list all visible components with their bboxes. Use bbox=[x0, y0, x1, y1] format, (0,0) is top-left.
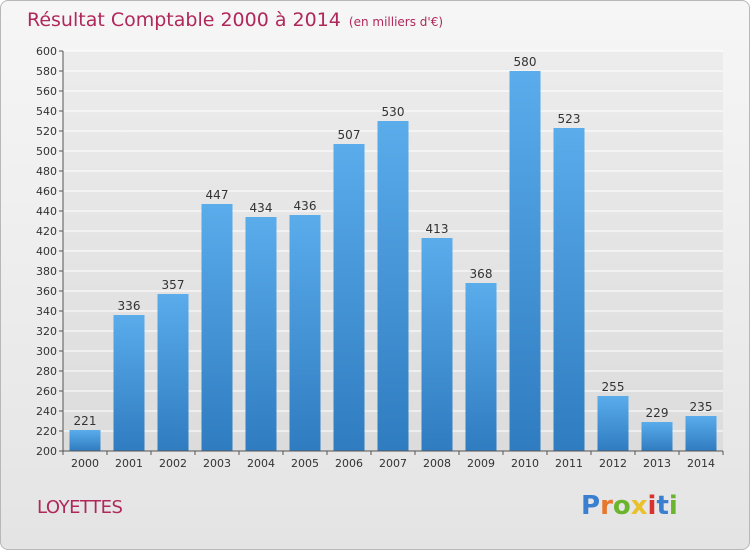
chart-title: Résultat Comptable 2000 à 2014 (en millie… bbox=[27, 9, 443, 31]
y-tick-label: 220 bbox=[36, 425, 57, 438]
chart-subtitle: (en milliers d'€) bbox=[348, 15, 444, 29]
y-tick-label: 240 bbox=[36, 405, 57, 418]
bar bbox=[289, 215, 321, 451]
proxiti-logo: Proxiti bbox=[581, 491, 678, 521]
bar bbox=[157, 294, 189, 451]
y-tick-label: 360 bbox=[36, 285, 57, 298]
x-tick-label: 2010 bbox=[511, 457, 539, 470]
x-tick-label: 2006 bbox=[335, 457, 363, 470]
data-label: 447 bbox=[206, 188, 229, 202]
bar bbox=[245, 217, 277, 451]
x-tick-label: 2009 bbox=[467, 457, 495, 470]
data-label: 336 bbox=[118, 299, 141, 313]
data-label: 413 bbox=[426, 222, 449, 236]
y-tick-label: 560 bbox=[36, 85, 57, 98]
chart-title-text: Résultat Comptable 2000 à 2014 bbox=[27, 9, 341, 31]
bar bbox=[685, 416, 717, 451]
y-tick-label: 400 bbox=[36, 245, 57, 258]
y-tick-label: 200 bbox=[36, 445, 57, 458]
y-tick-label: 540 bbox=[36, 105, 57, 118]
data-label: 436 bbox=[294, 199, 317, 213]
y-tick-label: 300 bbox=[36, 345, 57, 358]
logo-letter: r bbox=[600, 491, 613, 521]
data-label: 523 bbox=[558, 112, 581, 126]
x-tick-label: 2002 bbox=[159, 457, 187, 470]
x-tick-label: 2014 bbox=[687, 457, 715, 470]
data-label: 357 bbox=[162, 278, 185, 292]
y-tick-label: 380 bbox=[36, 265, 57, 278]
x-tick-label: 2001 bbox=[115, 457, 143, 470]
bar bbox=[597, 396, 629, 451]
data-label: 507 bbox=[338, 128, 361, 142]
logo-letter: P bbox=[581, 491, 601, 521]
data-label: 229 bbox=[646, 406, 669, 420]
bar bbox=[509, 71, 541, 451]
y-tick-label: 580 bbox=[36, 65, 57, 78]
x-tick-label: 2008 bbox=[423, 457, 451, 470]
y-tick-label: 320 bbox=[36, 325, 57, 338]
bar bbox=[465, 283, 497, 451]
bar bbox=[113, 315, 145, 451]
data-label: 530 bbox=[382, 105, 405, 119]
bar bbox=[421, 238, 453, 451]
logo-letter: t bbox=[656, 491, 669, 521]
logo-letter: x bbox=[630, 491, 648, 521]
bar bbox=[553, 128, 585, 451]
y-tick-label: 480 bbox=[36, 165, 57, 178]
bar bbox=[201, 204, 233, 451]
y-tick-label: 520 bbox=[36, 125, 57, 138]
data-label: 221 bbox=[74, 414, 97, 428]
y-tick-label: 440 bbox=[36, 205, 57, 218]
data-label: 235 bbox=[690, 400, 713, 414]
bar bbox=[333, 144, 365, 451]
x-tick-label: 2011 bbox=[555, 457, 583, 470]
data-label: 434 bbox=[250, 201, 273, 215]
y-tick-label: 600 bbox=[36, 45, 57, 58]
data-label: 580 bbox=[514, 55, 537, 69]
y-tick-label: 260 bbox=[36, 385, 57, 398]
logo-letter: i bbox=[668, 491, 678, 521]
x-tick-label: 2000 bbox=[71, 457, 99, 470]
bar bbox=[641, 422, 673, 451]
y-tick-label: 340 bbox=[36, 305, 57, 318]
y-tick-label: 500 bbox=[36, 145, 57, 158]
x-tick-label: 2005 bbox=[291, 457, 319, 470]
bar bbox=[69, 430, 101, 451]
y-tick-label: 280 bbox=[36, 365, 57, 378]
logo-letter: i bbox=[647, 491, 657, 521]
y-tick-label: 420 bbox=[36, 225, 57, 238]
x-tick-label: 2003 bbox=[203, 457, 231, 470]
x-tick-label: 2013 bbox=[643, 457, 671, 470]
x-tick-label: 2004 bbox=[247, 457, 275, 470]
location-name: LOYETTES bbox=[37, 497, 123, 518]
x-tick-label: 2012 bbox=[599, 457, 627, 470]
y-tick-label: 460 bbox=[36, 185, 57, 198]
data-label: 255 bbox=[602, 380, 625, 394]
x-tick-label: 2007 bbox=[379, 457, 407, 470]
data-label: 368 bbox=[470, 267, 493, 281]
bar bbox=[377, 121, 409, 451]
logo-letter: o bbox=[612, 491, 631, 521]
